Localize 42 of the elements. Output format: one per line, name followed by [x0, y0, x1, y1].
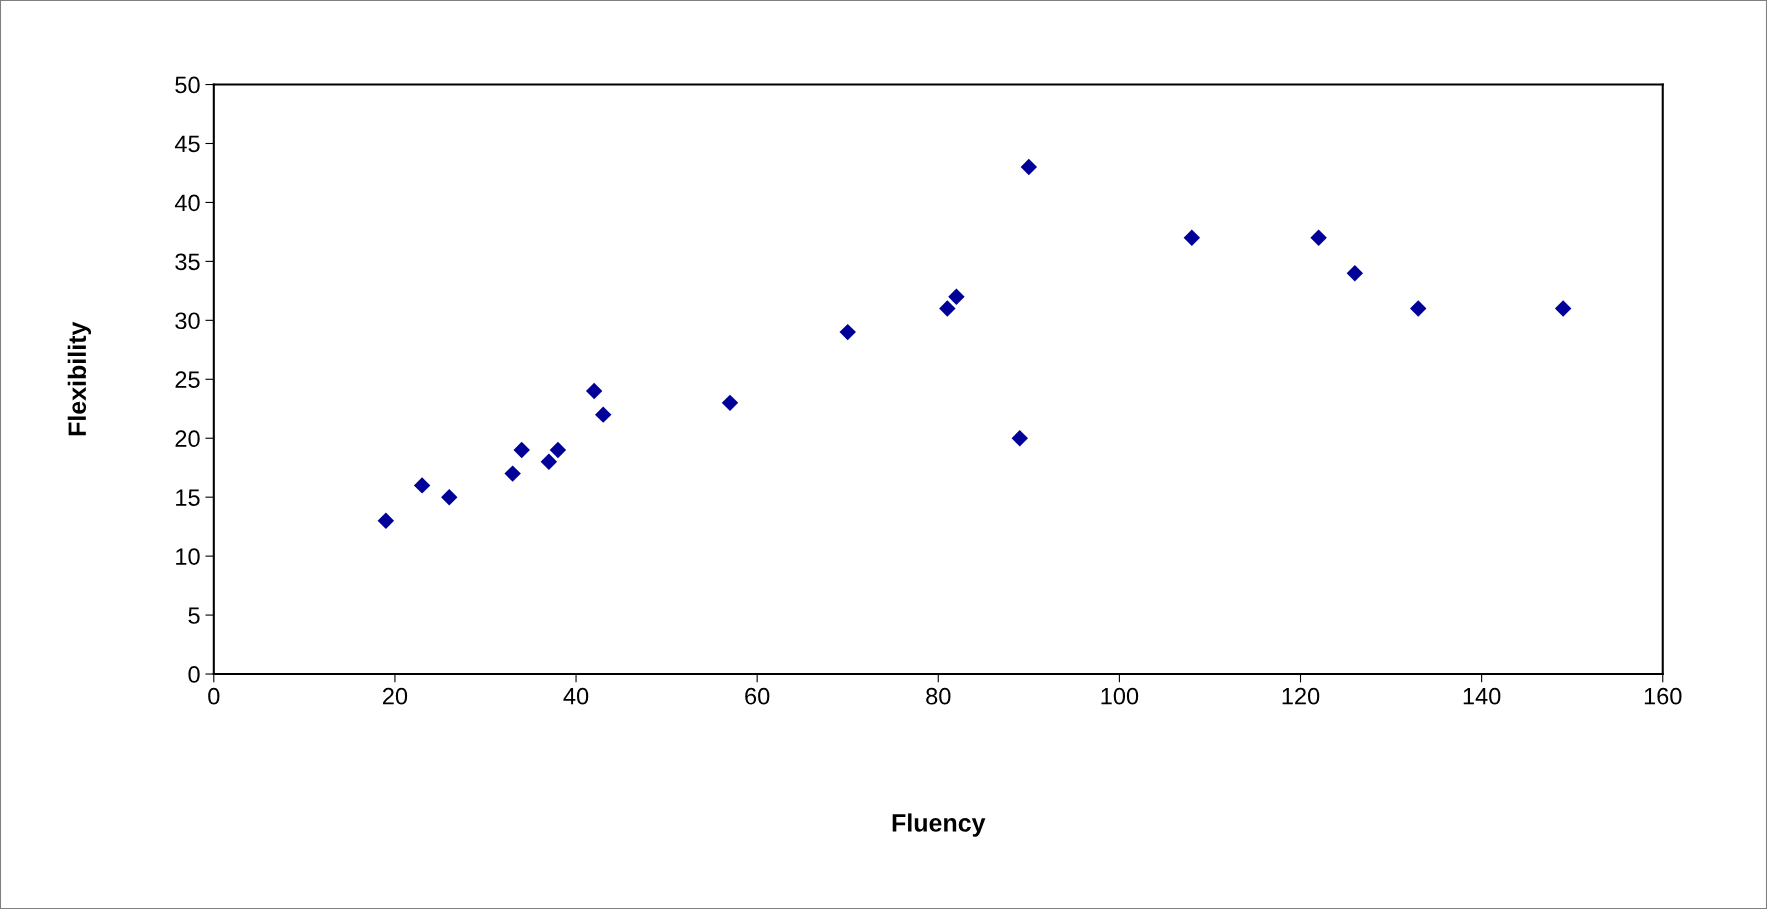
- point: [513, 441, 530, 459]
- point: [441, 488, 458, 506]
- y-tick-label: 10: [176, 548, 200, 565]
- x-tick-label: 140: [1463, 687, 1501, 705]
- y-tick-label: 0: [188, 666, 200, 683]
- y-tick-label: 20: [175, 430, 200, 448]
- point: [1554, 300, 1572, 317]
- y-tick-label: 25: [175, 371, 200, 389]
- x-tick-label: 120: [1282, 687, 1320, 705]
- y-tick-label: 50: [175, 76, 200, 94]
- y-tick-label: 15: [176, 489, 200, 506]
- point: [377, 512, 395, 529]
- point: [1020, 158, 1038, 176]
- y-tick-label: 40: [174, 194, 200, 212]
- x-tick-label: 60: [745, 687, 770, 705]
- x-tick-label: 0: [208, 687, 220, 705]
- x-tick-label: 40: [563, 687, 589, 705]
- point: [585, 382, 603, 400]
- x-tick-label: 100: [1101, 687, 1139, 705]
- y-tick-label: 35: [175, 253, 200, 271]
- point: [839, 323, 856, 341]
- point: [1346, 264, 1364, 282]
- x-axis-title: Fluency: [892, 813, 986, 837]
- point: [413, 477, 431, 494]
- point: [504, 465, 521, 482]
- y-tick-label: 45: [174, 135, 200, 153]
- y-tick-label: 30: [175, 312, 200, 330]
- point: [1011, 430, 1028, 447]
- point: [549, 441, 567, 459]
- y-axis-title: Flexibility: [67, 321, 92, 436]
- y-tick-label: 5: [188, 607, 200, 624]
- point: [948, 288, 965, 305]
- point: [721, 394, 739, 412]
- x-tick-label: 80: [926, 687, 951, 705]
- point: [540, 453, 558, 471]
- x-tick-label: 160: [1644, 687, 1682, 705]
- point: [1310, 229, 1327, 247]
- point: [939, 300, 956, 317]
- x-tick-label: 20: [382, 687, 408, 705]
- point: [1410, 300, 1427, 317]
- point: [1183, 229, 1201, 247]
- point: [594, 406, 612, 423]
